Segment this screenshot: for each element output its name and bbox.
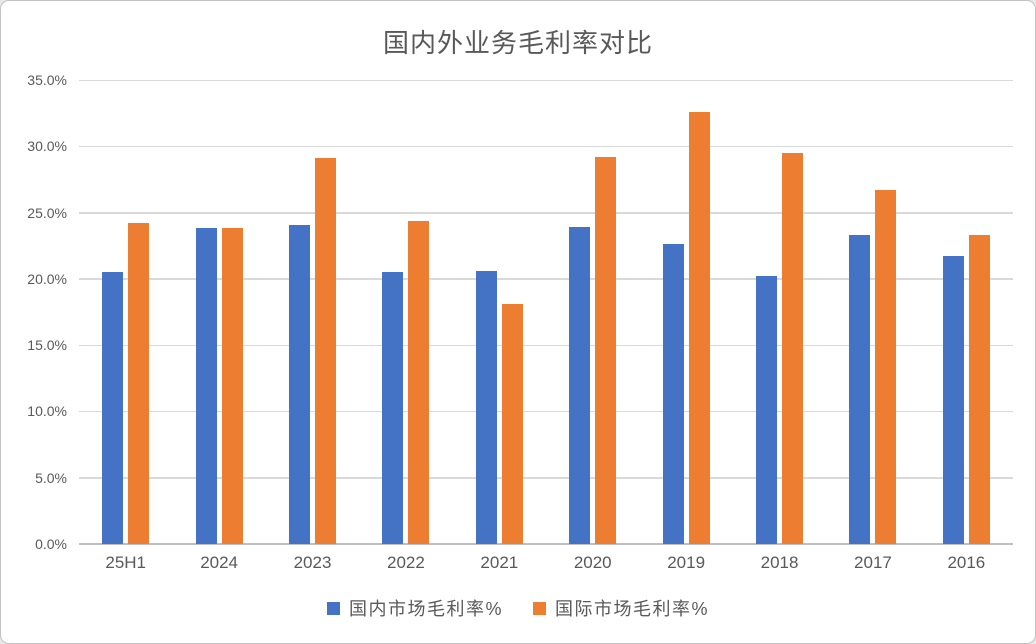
y-tick-label: 30.0% bbox=[27, 138, 67, 155]
x-tick-label: 2020 bbox=[573, 553, 612, 572]
bar-series-domestic bbox=[382, 272, 404, 544]
bar-series-domestic bbox=[289, 224, 311, 544]
bar-group bbox=[172, 80, 265, 544]
x-tick-label: 2018 bbox=[760, 553, 799, 572]
x-tick-label: 2016 bbox=[947, 553, 986, 572]
bar-group bbox=[639, 80, 732, 544]
bar-series-international bbox=[875, 190, 897, 544]
gridline bbox=[79, 477, 1013, 479]
bar-group bbox=[359, 80, 452, 544]
bar-series-international bbox=[128, 223, 150, 544]
legend-item: 国际市场毛利率% bbox=[533, 595, 709, 621]
x-tick-label: 25H1 bbox=[105, 553, 147, 572]
x-axis: 25H1 2024 2023 2022 2021 2020 2019 2018 2017 2016 bbox=[79, 553, 1013, 573]
gridline bbox=[79, 79, 1013, 81]
y-tick-label: 5.0% bbox=[35, 469, 67, 486]
bar-group bbox=[826, 80, 919, 544]
x-tick-label: 2022 bbox=[387, 553, 425, 572]
bar-group bbox=[920, 80, 1013, 544]
x-tick-label: 2019 bbox=[667, 553, 706, 572]
y-tick-label: 20.0% bbox=[27, 270, 67, 287]
bar-series-domestic bbox=[849, 235, 871, 544]
x-tick-label: 2023 bbox=[293, 553, 332, 572]
plot-area bbox=[79, 79, 1013, 545]
y-tick-label: 15.0% bbox=[27, 337, 67, 354]
y-axis: 0.0% 5.0% 10.0% 15.0% 20.0% 25.0% 30.0% 35.0% bbox=[1, 72, 67, 552]
legend-color-swatch bbox=[326, 601, 340, 615]
bar-series-international bbox=[315, 158, 337, 544]
bar-series-domestic bbox=[942, 256, 964, 544]
y-tick-label: 10.0% bbox=[27, 403, 67, 420]
bar-series-international bbox=[688, 111, 710, 544]
x-tick-label: 2024 bbox=[200, 553, 239, 572]
bar-series-domestic bbox=[569, 227, 591, 544]
bar-series-international bbox=[221, 228, 243, 544]
x-tick-label: 2021 bbox=[480, 553, 519, 572]
y-tick-label: 25.0% bbox=[27, 204, 67, 221]
legend-color-swatch bbox=[533, 601, 546, 615]
gridline bbox=[79, 278, 1013, 280]
bar-group bbox=[79, 80, 172, 544]
gridline bbox=[79, 212, 1013, 214]
y-tick-label: 0.0% bbox=[35, 536, 67, 552]
bar-group bbox=[733, 80, 826, 544]
bar-series-domestic bbox=[475, 270, 497, 544]
bar-series-international bbox=[595, 156, 617, 544]
legend-label: 国际市场毛利率% bbox=[555, 599, 710, 619]
legend-label: 国内市场毛利率% bbox=[348, 599, 503, 619]
legend: 国内市场毛利率% 国际市场毛利率% bbox=[1, 595, 1035, 621]
bar-groups bbox=[79, 80, 1013, 544]
x-axis-baseline bbox=[79, 543, 1013, 545]
bar-series-international bbox=[782, 152, 804, 544]
chart-title: 国内外业务毛利率对比 bbox=[382, 28, 653, 58]
gridline bbox=[79, 410, 1013, 413]
bar-series-international bbox=[408, 220, 430, 544]
gridline bbox=[79, 344, 1013, 347]
bar-group bbox=[453, 80, 546, 544]
bar-series-domestic bbox=[756, 276, 778, 544]
bar-series-domestic bbox=[102, 272, 124, 544]
bar-series-domestic bbox=[195, 228, 217, 544]
bar-group bbox=[546, 80, 639, 544]
bar-series-international bbox=[501, 304, 523, 544]
gridline bbox=[79, 145, 1013, 148]
bar-series-domestic bbox=[662, 244, 684, 544]
bar-group bbox=[266, 80, 359, 544]
legend-item: 国内市场毛利率% bbox=[326, 595, 503, 621]
bar-series-international bbox=[968, 235, 990, 544]
x-tick-label: 2017 bbox=[854, 553, 892, 572]
y-tick-label: 35.0% bbox=[27, 72, 67, 88]
